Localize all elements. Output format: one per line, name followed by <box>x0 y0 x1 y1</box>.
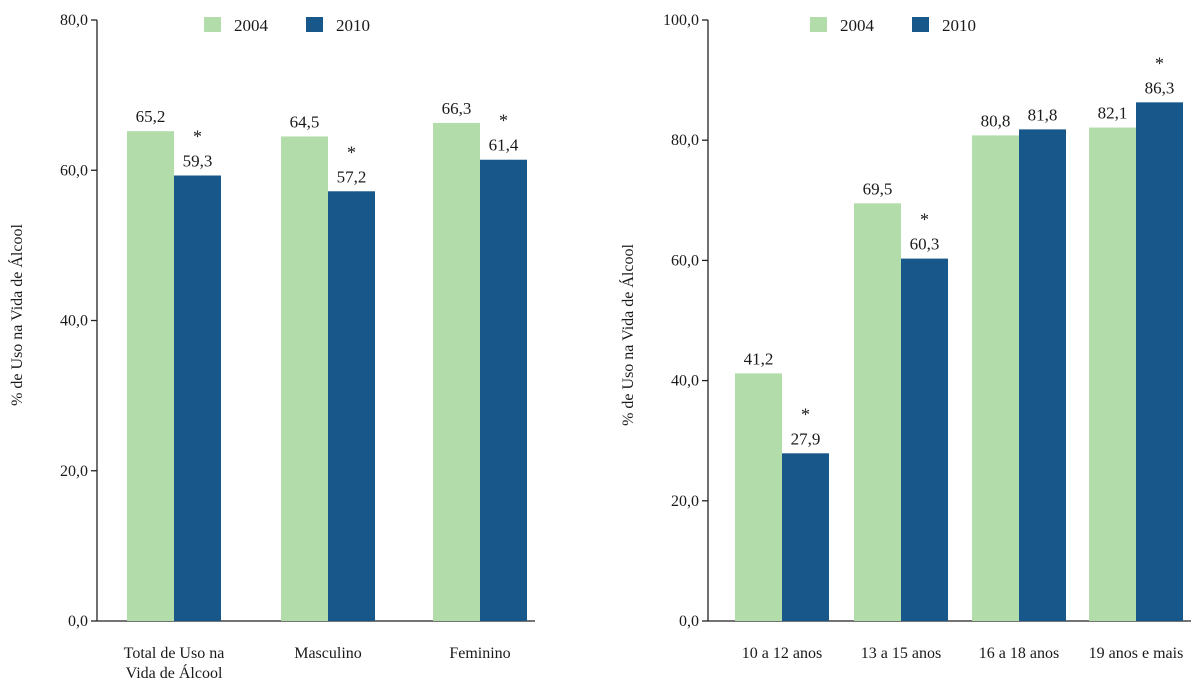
y-tick-label: 40,0 <box>60 313 88 330</box>
legend-swatch-2010 <box>912 17 929 32</box>
bar-2010-2 <box>328 191 375 621</box>
legend: 2004 2010 <box>204 16 370 35</box>
significance-star: * <box>1155 53 1164 73</box>
value-label: 57,2 <box>337 167 367 186</box>
chart-panel-1: 0,0 20,0 40,0 60,0 80,0 % de Uso na Vida de Á… <box>7 12 535 682</box>
bar-2010-3 <box>1019 129 1066 621</box>
legend-swatch-2004 <box>204 17 221 32</box>
value-label: 81,8 <box>1028 105 1058 124</box>
significance-star: * <box>499 111 508 131</box>
value-label: 60,3 <box>910 235 940 254</box>
y-tick-label: 20,0 <box>60 463 88 480</box>
y-axis-title: % de Uso na Vida de Álcool <box>618 244 637 426</box>
y-tick-label: 0,0 <box>68 613 88 630</box>
bar-2010-1 <box>782 453 829 621</box>
y-tick-label: 20,0 <box>671 493 699 510</box>
legend-label: 2004 <box>840 16 875 35</box>
x-category-label: Feminino <box>449 645 510 662</box>
significance-star: * <box>347 142 356 162</box>
value-label: 64,5 <box>290 112 320 131</box>
y-tick-label: 80,0 <box>671 132 699 149</box>
legend-label: 2010 <box>336 16 370 35</box>
y-tick-label: 60,0 <box>671 252 699 269</box>
value-label: 69,5 <box>863 179 893 198</box>
bar-2010-2 <box>901 258 948 621</box>
x-category-label: 16 a 18 anos <box>979 645 1059 662</box>
bar-2004-3 <box>972 135 1019 621</box>
significance-star: * <box>193 127 202 147</box>
legend-label: 2010 <box>942 16 976 35</box>
value-label: 82,1 <box>1098 104 1128 123</box>
value-label: 61,4 <box>489 136 519 155</box>
bar-2010-4 <box>1136 102 1183 622</box>
x-category-label: Masculino <box>294 645 362 662</box>
value-label: 27,9 <box>791 429 821 448</box>
x-category-label: 13 a 15 anos <box>861 645 941 662</box>
value-label: 86,3 <box>1145 78 1175 97</box>
value-label: 59,3 <box>183 152 213 171</box>
y-tick-label: 100,0 <box>663 12 699 29</box>
significance-star: * <box>801 404 810 424</box>
y-tick-label: 40,0 <box>671 373 699 390</box>
chart-panel-2: 0,0 20,0 40,0 60,0 80,0 100,0 % de Uso na Vida… <box>618 12 1191 662</box>
y-tick-label: 60,0 <box>60 162 88 179</box>
x-category-label: 19 anos e mais <box>1089 645 1184 662</box>
bar-2004-2 <box>281 136 328 621</box>
value-label: 80,8 <box>981 111 1011 130</box>
value-label: 65,2 <box>136 107 166 126</box>
significance-star: * <box>920 210 929 230</box>
value-label: 41,2 <box>744 349 774 368</box>
bar-2004-2 <box>854 203 901 621</box>
y-tick-label: 0,0 <box>679 613 699 630</box>
bar-2010-1 <box>174 175 221 622</box>
x-category-label: Vida de Álcool <box>126 663 223 682</box>
bar-2004-3 <box>433 122 480 621</box>
legend-label: 2004 <box>234 16 269 35</box>
legend-swatch-2004 <box>810 17 827 32</box>
value-label: 66,3 <box>442 99 472 118</box>
y-tick-label: 80,0 <box>60 12 88 29</box>
x-category-label: Total de Uso na <box>124 645 225 662</box>
bar-2004-4 <box>1089 127 1136 621</box>
y-axis-title: % de Uso na Vida de Álcool <box>7 224 26 406</box>
legend: 2004 2010 <box>810 16 976 35</box>
x-category-label: 10 a 12 anos <box>742 645 822 662</box>
bar-2004-1 <box>127 131 174 621</box>
legend-swatch-2010 <box>306 17 323 32</box>
bar-2004-1 <box>735 373 782 621</box>
bar-2010-3 <box>480 159 527 622</box>
